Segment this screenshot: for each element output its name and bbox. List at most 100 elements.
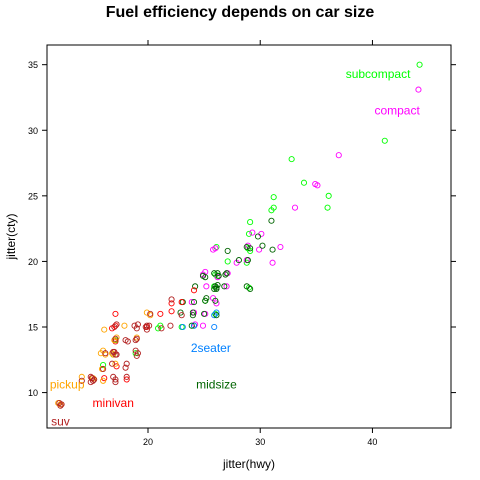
point-suv bbox=[158, 325, 165, 332]
point-pickup bbox=[111, 337, 118, 344]
point-midsize bbox=[211, 270, 218, 277]
series-label-pickup: pickup bbox=[50, 378, 85, 392]
point-suv bbox=[131, 322, 138, 329]
point-compact bbox=[312, 180, 319, 188]
point-suv bbox=[133, 335, 140, 342]
point-2seater bbox=[211, 312, 218, 319]
point-suv bbox=[112, 335, 119, 342]
point-suv bbox=[123, 360, 130, 367]
point-compact bbox=[335, 152, 342, 159]
point-midsize bbox=[213, 284, 220, 291]
y-tick-label: 30 bbox=[28, 126, 38, 136]
point-subcompact bbox=[416, 61, 423, 68]
point-subcompact bbox=[100, 361, 107, 369]
point-subcompact bbox=[324, 204, 331, 211]
point-subcompact bbox=[325, 192, 332, 199]
point-2seater bbox=[190, 322, 198, 329]
point-minivan bbox=[112, 310, 119, 317]
point-compact bbox=[188, 299, 195, 306]
point-compact bbox=[256, 246, 263, 253]
point-minivan bbox=[123, 376, 130, 383]
point-minivan bbox=[168, 300, 175, 307]
point-subcompact bbox=[247, 247, 254, 254]
point-suv bbox=[143, 326, 150, 333]
point-suv bbox=[109, 360, 116, 367]
point-suv bbox=[100, 365, 107, 373]
point-midsize bbox=[189, 312, 196, 319]
point-midsize bbox=[199, 272, 207, 279]
point-2seater bbox=[179, 323, 186, 331]
point-suv bbox=[122, 364, 129, 371]
point-minivan bbox=[190, 287, 198, 294]
point-subcompact bbox=[224, 258, 231, 265]
point-midsize bbox=[190, 299, 198, 306]
point-compact bbox=[291, 204, 299, 211]
point-compact bbox=[269, 259, 276, 266]
point-compact bbox=[203, 283, 210, 290]
point-minivan bbox=[178, 299, 185, 306]
point-subcompact bbox=[381, 137, 388, 144]
series-label-minivan: minivan bbox=[93, 396, 134, 410]
point-midsize bbox=[192, 283, 199, 290]
y-axis-label: jitter(cty) bbox=[4, 214, 18, 261]
point-subcompact bbox=[270, 194, 277, 201]
point-suv bbox=[143, 322, 150, 329]
point-subcompact bbox=[245, 230, 253, 237]
x-tick-label: 20 bbox=[143, 437, 153, 447]
point-suv bbox=[124, 338, 131, 345]
y-tick-label: 15 bbox=[28, 323, 38, 333]
point-suv bbox=[113, 321, 120, 328]
series-label-midsize: midsize bbox=[196, 378, 237, 392]
point-pickup bbox=[112, 360, 119, 367]
axis-ticks: 20 30 40 10 15 20 25 30 35 bbox=[28, 40, 456, 447]
point-midsize bbox=[221, 283, 228, 290]
series-label-subcompact: subcompact bbox=[346, 67, 411, 81]
y-tick-label: 35 bbox=[28, 60, 38, 70]
point-midsize bbox=[189, 309, 196, 316]
point-suv bbox=[112, 379, 119, 386]
point-pickup bbox=[101, 326, 108, 333]
point-pickup bbox=[121, 322, 128, 329]
point-suv bbox=[78, 377, 85, 384]
point-subcompact bbox=[270, 204, 277, 211]
point-suv bbox=[110, 348, 117, 355]
point-midsize bbox=[213, 312, 220, 319]
point-midsize bbox=[259, 242, 266, 249]
point-suv bbox=[123, 373, 130, 380]
point-minivan bbox=[112, 338, 119, 345]
point-midsize bbox=[212, 297, 219, 304]
point-subcompact bbox=[247, 219, 254, 226]
chart-title: Fuel efficiency depends on car size bbox=[106, 4, 375, 21]
point-subcompact bbox=[212, 310, 219, 317]
point-suv bbox=[132, 337, 139, 344]
point-midsize bbox=[269, 246, 276, 253]
point-midsize bbox=[201, 310, 208, 317]
point-suv bbox=[178, 312, 185, 319]
x-axis-label: jitter(hwy) bbox=[222, 457, 275, 471]
point-compact bbox=[192, 321, 199, 328]
plot-frame bbox=[46, 44, 452, 429]
x-tick-label: 40 bbox=[367, 437, 377, 447]
point-midsize bbox=[243, 243, 250, 251]
point-subcompact bbox=[155, 325, 162, 332]
point-pickup bbox=[100, 377, 107, 384]
data-points bbox=[55, 61, 423, 409]
point-midsize bbox=[202, 297, 209, 304]
point-compact bbox=[277, 243, 284, 251]
point-2seater bbox=[211, 323, 218, 331]
point-subcompact bbox=[300, 179, 308, 186]
point-suv bbox=[87, 379, 94, 386]
point-midsize bbox=[224, 247, 231, 254]
point-midsize bbox=[223, 270, 230, 277]
point-suv bbox=[88, 375, 95, 382]
y-tick-label: 10 bbox=[28, 388, 38, 398]
y-tick-label: 20 bbox=[28, 257, 38, 267]
point-midsize bbox=[215, 272, 222, 279]
point-midsize bbox=[254, 233, 262, 240]
x-tick-label: 30 bbox=[255, 437, 265, 447]
series-label-compact: compact bbox=[374, 104, 420, 118]
point-compact bbox=[210, 246, 217, 253]
series-label-2seater: 2seater bbox=[191, 341, 231, 355]
point-suv bbox=[57, 402, 64, 409]
